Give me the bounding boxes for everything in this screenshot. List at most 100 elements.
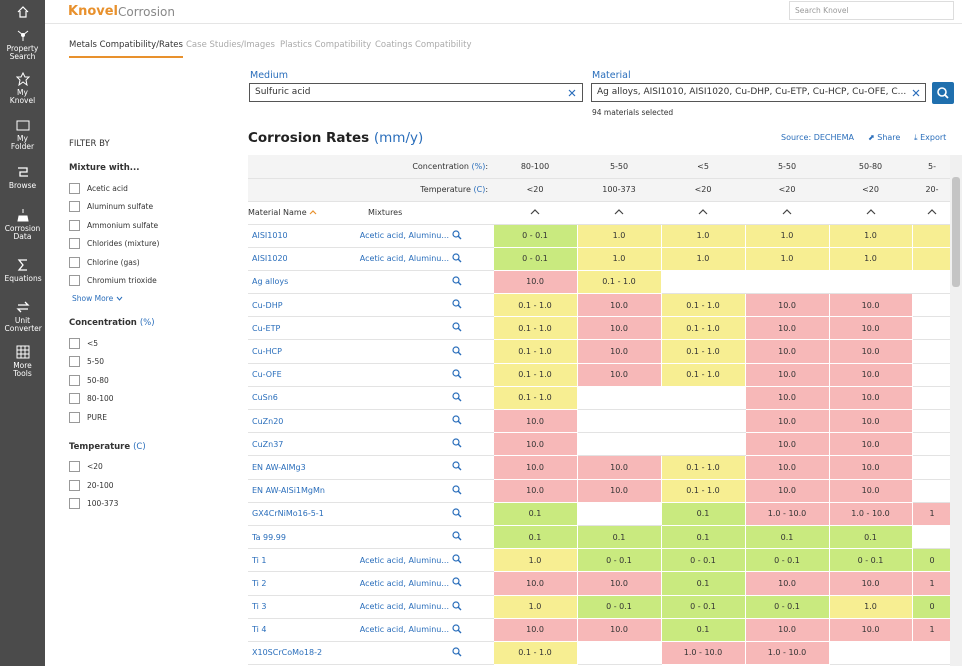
material-name[interactable]: Cu-ETP — [248, 316, 355, 341]
tab[interactable]: Case Studies/Images — [186, 40, 275, 50]
sidebar-item[interactable]: Corrosion Data — [0, 208, 45, 241]
sidebar-item[interactable]: Unit Converter — [0, 300, 45, 333]
detail-link[interactable] — [450, 595, 494, 619]
detail-link[interactable] — [450, 386, 494, 411]
clear-material[interactable] — [912, 89, 920, 97]
detail-link[interactable] — [450, 247, 494, 271]
detail-link[interactable] — [450, 224, 494, 248]
filter-option[interactable]: 80-100 — [69, 390, 229, 409]
material-name[interactable]: Ti 2 — [248, 571, 355, 596]
detail-link[interactable] — [450, 363, 494, 387]
filter-option[interactable]: Chlorine (gas) — [69, 253, 229, 272]
detail-link[interactable] — [450, 548, 494, 573]
material-name[interactable]: Cu-OFE — [248, 363, 355, 387]
magnifier[interactable] — [452, 369, 462, 379]
tab[interactable]: Plastics Compatibility — [280, 40, 372, 50]
checkbox[interactable] — [69, 201, 80, 213]
scroll-thumb[interactable] — [952, 177, 960, 287]
filter-option[interactable]: Chlorides (mixture) — [69, 235, 229, 254]
material-name[interactable]: GX4CrNiMo16-5-1 — [248, 502, 355, 526]
magnifier[interactable] — [452, 299, 462, 309]
checkbox[interactable] — [69, 393, 80, 405]
share[interactable]: ⬈ Share — [868, 133, 901, 142]
filter-option[interactable]: Acetic acid — [69, 179, 229, 198]
detail-link[interactable] — [450, 479, 494, 503]
material-name[interactable]: Ti 4 — [248, 618, 355, 642]
filter-option[interactable]: Ammonium sulfate — [69, 216, 229, 235]
checkbox[interactable] — [69, 337, 80, 349]
material-name[interactable]: CuSn6 — [248, 386, 355, 411]
detail-link[interactable] — [450, 270, 494, 295]
magnifier[interactable] — [452, 415, 462, 425]
material-name[interactable]: AISI1020 — [248, 247, 355, 271]
magnifier[interactable] — [452, 345, 462, 356]
material-header[interactable]: Material Name — [248, 201, 355, 225]
detail-link[interactable] — [450, 293, 494, 318]
material-name[interactable]: EN AW-AlSi1MgMn — [248, 479, 355, 503]
mixtures-text[interactable]: Acetic acid, Aluminu... — [359, 254, 449, 264]
checkbox[interactable] — [69, 374, 80, 386]
detail-link[interactable] — [450, 502, 494, 526]
mixtures-text[interactable]: Acetic acid, Aluminu... — [359, 578, 449, 588]
magnifier[interactable] — [452, 508, 462, 518]
sidebar-item[interactable]: Equations — [0, 258, 45, 283]
material-name[interactable]: CuZn37 — [248, 432, 355, 457]
checkbox[interactable] — [69, 479, 80, 491]
sort-column[interactable] — [745, 201, 830, 225]
filter-option[interactable]: Chromium trioxide — [69, 272, 229, 291]
sort-column[interactable] — [912, 201, 950, 225]
mixtures-text[interactable]: Acetic acid, Aluminu... — [359, 231, 449, 241]
material-name[interactable]: X10SCrCoMo18-2 — [248, 641, 355, 666]
detail-link[interactable] — [450, 455, 494, 480]
detail-link[interactable] — [450, 571, 494, 596]
material-name[interactable]: CuZn20 — [248, 409, 355, 434]
filter-option[interactable]: <5 — [69, 334, 229, 353]
search-box[interactable]: Search Knovel — [789, 1, 954, 20]
source[interactable]: Source: DECHEMA — [781, 133, 854, 142]
checkbox[interactable] — [69, 498, 80, 510]
mixtures-text[interactable]: Acetic acid, Aluminu... — [359, 555, 449, 565]
detail-link[interactable] — [450, 432, 494, 457]
tab[interactable]: Metals Compatibility/Rates — [69, 40, 183, 58]
sidebar-item[interactable]: My Folder — [0, 118, 45, 151]
material-input[interactable]: Ag alloys, AISI1010, AISI1020, Cu-DHP, C… — [591, 83, 926, 102]
magnifier[interactable] — [452, 531, 462, 541]
filter-option[interactable]: Aluminum sulfate — [69, 198, 229, 217]
material-name[interactable]: Ti 1 — [248, 548, 355, 573]
sidebar-item[interactable]: Property Search — [0, 28, 45, 61]
checkbox[interactable] — [69, 182, 80, 194]
magnifier[interactable] — [452, 485, 462, 495]
clear-medium[interactable] — [568, 89, 576, 97]
magnifier[interactable] — [452, 461, 462, 471]
home[interactable] — [0, 5, 45, 22]
detail-link[interactable] — [450, 618, 494, 642]
checkbox[interactable] — [69, 275, 80, 287]
filter-option[interactable]: <20 — [69, 458, 229, 477]
magnifier[interactable] — [452, 276, 462, 286]
material-name[interactable]: AISI1010 — [248, 224, 355, 248]
magnifier[interactable] — [452, 438, 462, 448]
checkbox[interactable] — [69, 219, 80, 231]
material-name[interactable]: Ta 99.99 — [248, 525, 355, 550]
detail-link[interactable] — [450, 339, 494, 364]
magnifier[interactable] — [452, 554, 462, 564]
checkbox[interactable] — [69, 238, 80, 250]
checkbox[interactable] — [69, 256, 80, 268]
tab[interactable]: Coatings Compatibility — [375, 40, 472, 50]
sidebar-item[interactable]: My Knovel — [0, 72, 45, 105]
export[interactable]: ⤓ Export — [914, 133, 947, 142]
magnifier[interactable] — [452, 392, 462, 402]
search-button[interactable] — [932, 82, 954, 104]
material-name[interactable]: Ti 3 — [248, 595, 355, 619]
checkbox[interactable] — [69, 411, 80, 423]
show-more[interactable]: Show More — [72, 294, 229, 303]
magnifier[interactable] — [452, 577, 462, 587]
material-name[interactable]: Cu-HCP — [248, 339, 355, 364]
checkbox[interactable] — [69, 461, 80, 473]
filter-option[interactable]: 50-80 — [69, 371, 229, 390]
sidebar-item[interactable]: Browse — [0, 165, 45, 190]
magnifier[interactable] — [452, 322, 462, 332]
sort-column[interactable] — [577, 201, 662, 225]
detail-link[interactable] — [450, 525, 494, 550]
filter-option[interactable]: PURE — [69, 408, 229, 427]
